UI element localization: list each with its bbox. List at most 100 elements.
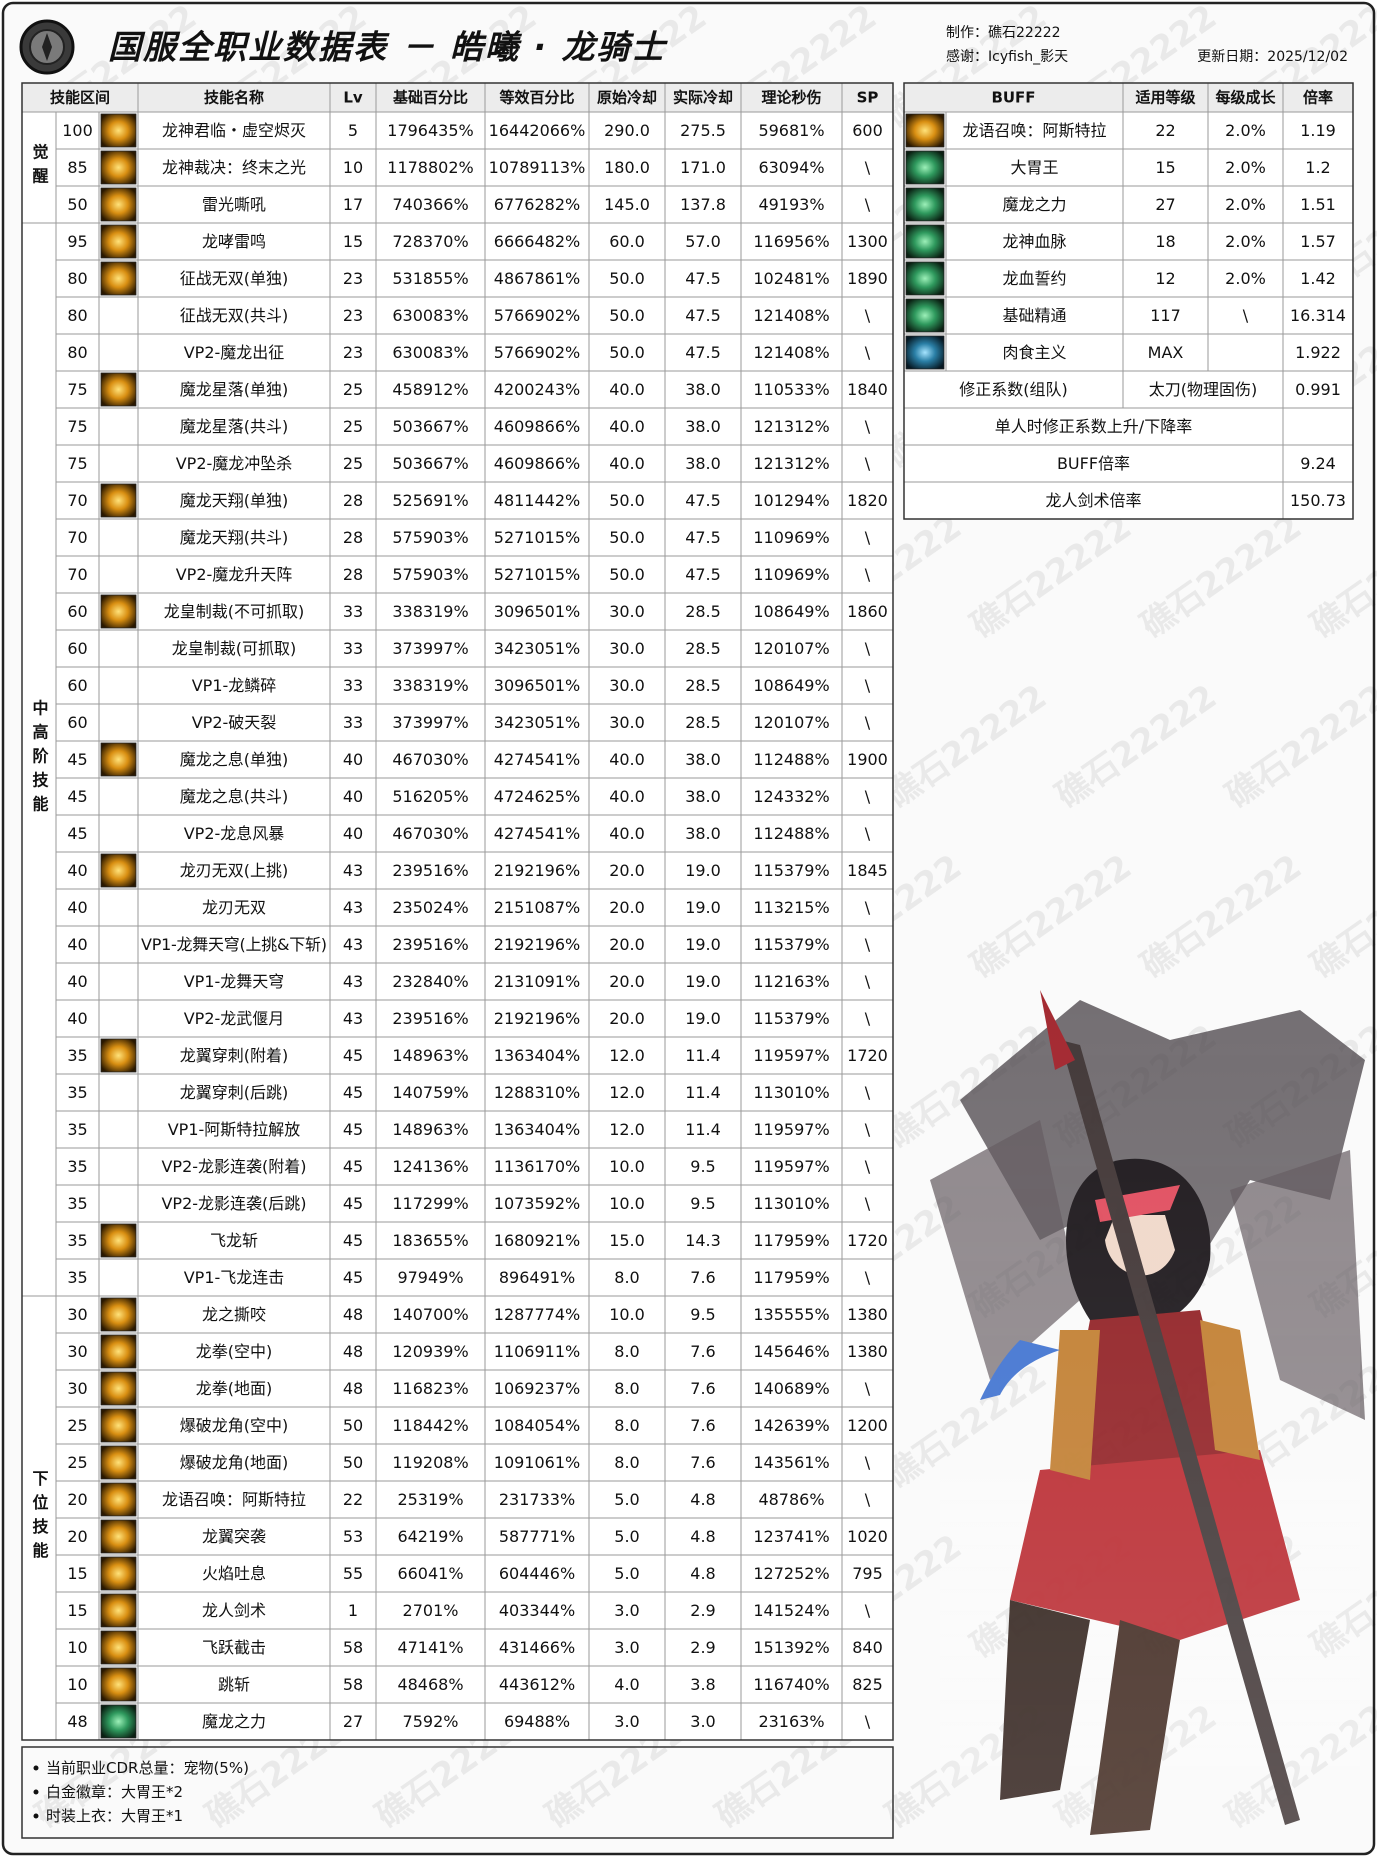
cell-text: 28 <box>343 491 363 510</box>
cell-text: 3.8 <box>690 1675 715 1694</box>
cell-text: 50 <box>343 1416 363 1435</box>
header-row <box>904 83 1353 112</box>
skill-name: 爆破龙角(空中) <box>180 1416 289 1435</box>
cell-text: 15.0 <box>609 1231 645 1250</box>
cell-text: 443612% <box>499 1675 575 1694</box>
cell-text: 2192196% <box>494 935 580 954</box>
skill-icon <box>100 1593 137 1628</box>
skill-name: 龙拳(地面) <box>196 1379 273 1398</box>
cell-text: 100 <box>62 121 93 140</box>
column-header: 等效百分比 <box>499 89 574 107</box>
cell-text: 20.0 <box>609 861 645 880</box>
cell-text: 121408% <box>753 306 829 325</box>
cell-text: 8.0 <box>614 1379 639 1398</box>
skill-name: VP1-龙舞天穹(上挑&下斩) <box>141 935 327 954</box>
cell-text: 9.5 <box>690 1194 715 1213</box>
skill-name: 龙神君临・虚空烬灭 <box>162 121 306 140</box>
skill-name: 飞跃截击 <box>202 1638 266 1657</box>
cell-text: 145.0 <box>604 195 650 214</box>
cell-text: 80 <box>67 343 87 362</box>
cell-text: 275.5 <box>680 121 726 140</box>
cell-text: 45 <box>343 1120 363 1139</box>
cell-text: 4724625% <box>494 787 580 806</box>
cell-text: 27 <box>1155 195 1175 214</box>
cell-text: 467030% <box>392 824 468 843</box>
skill-icon <box>100 1038 137 1073</box>
cell-text: 2151087% <box>494 898 580 917</box>
cell-text: 27 <box>343 1712 363 1731</box>
cell-text: 38.0 <box>685 454 721 473</box>
cell-text: 825 <box>852 1675 883 1694</box>
column-header: 技能名称 <box>204 89 264 107</box>
cell-text: 35 <box>67 1083 87 1102</box>
cell-text: 57.0 <box>685 232 721 251</box>
skill-icon <box>100 1556 137 1591</box>
cell-text: 525691% <box>392 491 468 510</box>
skill-name: 魔龙之力 <box>202 1712 266 1731</box>
cell-text: 2192196% <box>494 1009 580 1028</box>
skill-icon <box>100 1519 137 1554</box>
skill-name: 龙翼穿刺(后跳) <box>180 1083 289 1102</box>
cell-text: 40.0 <box>609 824 645 843</box>
cell-text: 120939% <box>392 1342 468 1361</box>
cell-text: 1106911% <box>494 1342 580 1361</box>
cell-text: 1178802% <box>387 158 473 177</box>
cell-text: 575903% <box>392 528 468 547</box>
cell-text: 1900 <box>847 750 888 769</box>
cell-text: 19.0 <box>685 935 721 954</box>
cell-text: 45 <box>343 1268 363 1287</box>
cell-text: 7592% <box>403 1712 459 1731</box>
skill-name: 魔龙星落(单独) <box>180 380 289 399</box>
cell-text: 7.6 <box>690 1453 715 1472</box>
cell-text: 1136170% <box>494 1157 580 1176</box>
skill-icon <box>100 1408 137 1443</box>
cell-text: 232840% <box>392 972 468 991</box>
cell-text: 8.0 <box>614 1416 639 1435</box>
cell-text: 50.0 <box>609 565 645 584</box>
cell-text: 604446% <box>499 1564 575 1583</box>
buff-name: 肉食主义 <box>1002 343 1066 362</box>
cell-text: 1287774% <box>494 1305 580 1324</box>
skill-name: 龙皇制裁(不可抓取) <box>164 602 305 621</box>
cell-text: 113010% <box>753 1194 829 1213</box>
cell-text: 1.2 <box>1305 158 1330 177</box>
cell-text: 38.0 <box>685 787 721 806</box>
cell-text: 40 <box>67 1009 87 1028</box>
cell-text: 235024% <box>392 898 468 917</box>
cell-text: 47.5 <box>685 306 721 325</box>
cell-text: 10789113% <box>489 158 586 177</box>
cell-text: 2131091% <box>494 972 580 991</box>
cell-text: 1820 <box>847 491 888 510</box>
skill-name: 火焰吐息 <box>202 1564 266 1583</box>
cell-text: 12.0 <box>609 1083 645 1102</box>
buff-name: 基础精通 <box>1002 306 1066 325</box>
skill-name: 龙神裁决：终末之光 <box>162 158 306 177</box>
skill-icon <box>100 1334 137 1369</box>
cell-text: MAX <box>1148 343 1184 362</box>
skill-icon <box>100 150 137 185</box>
skill-name: VP2-魔龙升天阵 <box>176 565 293 584</box>
cell-text: 28.5 <box>685 602 721 621</box>
cell-text: 458912% <box>392 380 468 399</box>
skill-name: VP1-龙鳞碎 <box>192 676 277 695</box>
cell-text: 123741% <box>753 1527 829 1546</box>
cell-text: 35 <box>67 1157 87 1176</box>
cell-text: 47141% <box>397 1638 463 1657</box>
update-date: 更新日期：2025/12/02 <box>1197 49 1348 65</box>
skill-icon <box>100 1297 137 1332</box>
column-header: 倍率 <box>1303 89 1333 107</box>
cell-text: 1069237% <box>494 1379 580 1398</box>
cell-text: 140700% <box>392 1305 468 1324</box>
cell-text: 587771% <box>499 1527 575 1546</box>
cell-text: 8.0 <box>614 1268 639 1287</box>
bullet <box>33 1789 39 1795</box>
cell-text: 1020 <box>847 1527 888 1546</box>
cell-text: 1.922 <box>1295 343 1341 362</box>
summary-value: 9.24 <box>1300 454 1336 473</box>
cell-text: 70 <box>67 565 87 584</box>
cell-text: 373997% <box>392 639 468 658</box>
cell-text: 15 <box>67 1564 87 1583</box>
cell-text: 1680921% <box>494 1231 580 1250</box>
cell-text: 110969% <box>753 565 829 584</box>
cell-text: 50.0 <box>609 491 645 510</box>
